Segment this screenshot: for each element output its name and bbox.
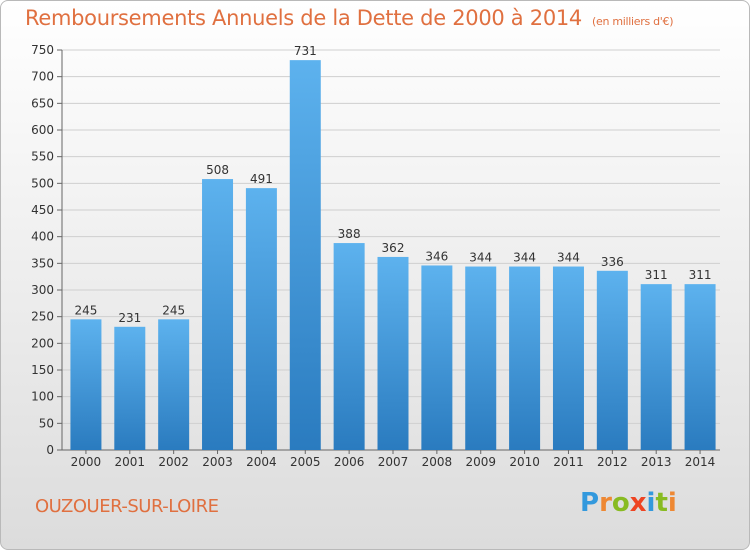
- y-tick-label: 200: [31, 336, 54, 350]
- bar: [509, 266, 541, 450]
- city-name: OUZOUER-SUR-LOIRE: [35, 496, 219, 517]
- bar: [70, 319, 102, 450]
- y-tick-label: 600: [31, 123, 54, 137]
- x-tick-label: 2010: [509, 455, 540, 469]
- bar: [552, 266, 584, 450]
- logo-letter: P: [580, 488, 600, 518]
- logo-letter: r: [599, 488, 612, 518]
- axes: 0 50 100 150 200 250 300 350 400 450 500 550 600 650 7…: [31, 43, 720, 457]
- data-label: 346: [425, 249, 448, 263]
- logo-letter: t: [655, 488, 668, 518]
- logo-letter: o: [611, 488, 630, 518]
- y-tick-label: 150: [31, 363, 54, 377]
- bar: [421, 265, 453, 450]
- bar: [377, 256, 409, 450]
- data-label: 491: [250, 172, 273, 186]
- data-label: 508: [206, 163, 229, 177]
- bar: [640, 284, 672, 450]
- x-tick-label: 2006: [334, 455, 365, 469]
- data-label: 245: [74, 303, 97, 317]
- data-label: 231: [118, 311, 141, 325]
- x-tick-label: 2003: [202, 455, 233, 469]
- logo-letter: x: [629, 488, 647, 518]
- x-tick-label: 2011: [553, 455, 584, 469]
- y-tick-label: 0: [46, 443, 54, 457]
- x-tick-label: 2012: [597, 455, 628, 469]
- data-label: 362: [382, 241, 405, 255]
- y-tick-label: 400: [31, 230, 54, 244]
- x-tick-label: 2002: [158, 455, 189, 469]
- x-tick-label: 2013: [641, 455, 672, 469]
- x-tick-label: 2014: [685, 455, 716, 469]
- x-tick-label: 2004: [246, 455, 277, 469]
- bar: [465, 266, 497, 450]
- data-label: 311: [645, 268, 668, 282]
- chart-title: Remboursements Annuels de la Dette de 20…: [25, 6, 673, 30]
- data-label: 731: [294, 44, 317, 58]
- bar: [202, 179, 234, 451]
- data-label: 344: [513, 251, 536, 265]
- y-tick-label: 350: [31, 256, 54, 270]
- x-tick-label: 2001: [115, 455, 146, 469]
- data-label: 344: [557, 251, 580, 265]
- x-tick-label: 2005: [290, 455, 321, 469]
- data-label: 344: [469, 251, 492, 265]
- y-tick-label: 550: [31, 150, 54, 164]
- y-tick-label: 700: [31, 70, 54, 84]
- y-tick-label: 250: [31, 310, 54, 324]
- logo-letter: i: [646, 488, 656, 518]
- y-tick-label: 100: [31, 390, 54, 404]
- bar: [245, 188, 277, 450]
- y-tick-label: 750: [31, 43, 54, 57]
- bars: [70, 60, 716, 451]
- bar: [289, 60, 321, 451]
- x-tick-label: 2008: [422, 455, 453, 469]
- y-tick-label: 650: [31, 96, 54, 110]
- y-tick-label: 450: [31, 203, 54, 217]
- bar: [684, 284, 716, 450]
- data-label: 311: [689, 268, 712, 282]
- title-text: Remboursements Annuels de la Dette de 20…: [25, 6, 582, 30]
- bar: [158, 319, 190, 450]
- logo-letter: i: [667, 488, 677, 518]
- proxiti-logo: Proxiti: [580, 488, 677, 518]
- bar: [333, 243, 365, 450]
- y-tick-label: 300: [31, 283, 54, 297]
- bar: [596, 270, 628, 450]
- x-tick-label: 2000: [71, 455, 102, 469]
- data-label: 336: [601, 255, 624, 269]
- bar: [114, 326, 146, 450]
- x-tick-label: 2007: [378, 455, 409, 469]
- data-label: 388: [338, 227, 361, 241]
- labels: 2000 245 2001 231 2002 245 2003 508 2004 491 2005 7…: [71, 44, 716, 469]
- data-label: 245: [162, 303, 185, 317]
- y-tick-label: 500: [31, 176, 54, 190]
- x-tick-label: 2009: [465, 455, 496, 469]
- unit-label: (en milliers d'€): [592, 15, 674, 28]
- y-tick-label: 50: [39, 416, 54, 430]
